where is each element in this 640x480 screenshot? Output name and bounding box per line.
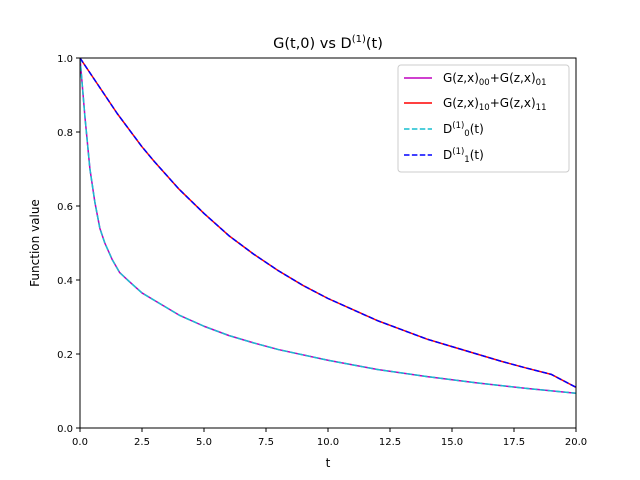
legend-label-part: 1 xyxy=(464,155,469,165)
legend-label-part: +G(z,x) xyxy=(490,96,536,110)
x-axis: 0.0 2.5 5.0 7.5 10.0 12.5 15.0 17.5 20.0 xyxy=(72,428,587,448)
x-tick-label: 10.0 xyxy=(317,437,339,448)
legend-label-part: 11 xyxy=(536,103,547,113)
y-tick-label: 0.0 xyxy=(57,424,73,435)
x-axis-label: t xyxy=(326,456,331,470)
legend-label-part: 01 xyxy=(536,78,547,88)
x-tick-label: 5.0 xyxy=(196,437,212,448)
series-line-2 xyxy=(80,58,576,394)
x-tick-label: 2.5 xyxy=(134,437,150,448)
legend-label-part: +G(z,x) xyxy=(490,71,536,85)
legend-label-1: G(z,x)10+G(z,x)11 xyxy=(443,96,546,113)
legend-label-part: D xyxy=(443,148,452,162)
legend-label-part: G(z,x) xyxy=(443,71,479,85)
legend-label-part: (1) xyxy=(452,121,464,131)
legend-label-2: D(1)0(t) xyxy=(443,121,484,139)
title-tail: (t) xyxy=(366,36,383,52)
chart-title: G(t,0) vs D(1)(t) xyxy=(273,34,383,52)
y-tick-label: 0.4 xyxy=(57,276,73,287)
title-sup: (1) xyxy=(352,34,366,45)
x-tick-label: 7.5 xyxy=(258,437,274,448)
title-base: G(t,0) vs D xyxy=(273,36,352,52)
x-tick-label: 15.0 xyxy=(441,437,463,448)
y-tick-label: 0.6 xyxy=(57,202,73,213)
legend-label-part: (t) xyxy=(470,148,484,162)
x-tick-label: 20.0 xyxy=(565,437,587,448)
legend-label-part: 10 xyxy=(479,103,490,113)
legend-box xyxy=(397,64,570,173)
legend: G(z,x)00+G(z,x)01G(z,x)10+G(z,x)11D(1)0(… xyxy=(397,64,570,173)
x-tick-label: 12.5 xyxy=(379,437,401,448)
y-tick-label: 0.2 xyxy=(57,350,73,361)
y-axis-label: Function value xyxy=(28,199,42,287)
x-tick-label: 17.5 xyxy=(503,437,525,448)
y-tick-label: 0.8 xyxy=(57,128,73,139)
legend-label-0: G(z,x)00+G(z,x)01 xyxy=(443,71,546,88)
legend-label-part: 00 xyxy=(479,78,490,88)
y-tick-label: 1.0 xyxy=(57,54,73,65)
legend-label-part: (t) xyxy=(470,122,484,136)
series-layer xyxy=(80,58,576,394)
x-tick-label: 0.0 xyxy=(72,437,88,448)
legend-label-part: (1) xyxy=(452,147,464,157)
y-axis: 0.0 0.2 0.4 0.6 0.8 1.0 xyxy=(57,54,80,435)
legend-label-3: D(1)1(t) xyxy=(443,147,484,165)
legend-label-part: D xyxy=(443,122,452,136)
series-line-3 xyxy=(80,58,576,388)
legend-label-part: 0 xyxy=(464,129,469,139)
legend-label-part: G(z,x) xyxy=(443,96,479,110)
